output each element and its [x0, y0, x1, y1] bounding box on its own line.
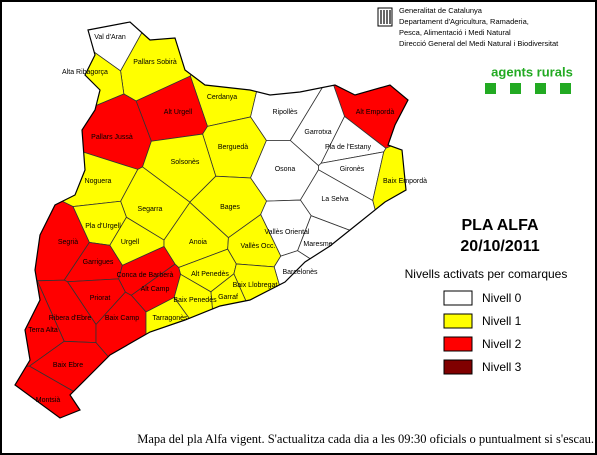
region-label: La Selva	[321, 196, 348, 203]
legend-label: Nivell 1	[482, 314, 522, 328]
region-label: Pallars Jussà	[91, 134, 133, 141]
region-label: Segarra	[138, 206, 163, 213]
region-label: Garraf	[218, 294, 238, 301]
emblem	[377, 7, 393, 27]
region-label: Gironès	[340, 166, 365, 173]
date: 20/10/2011	[460, 238, 539, 255]
region-label: Pla de l'Estany	[325, 144, 372, 151]
logo-squares	[485, 83, 571, 94]
header-line: Departament d'Agricultura, Ramaderia,	[399, 17, 529, 26]
region-label: Alta Ribagorça	[62, 69, 108, 76]
region-label: Ribera d'Ebre	[49, 315, 92, 322]
legend-swatch	[443, 290, 473, 306]
region-label: Alt Penedès	[191, 271, 229, 278]
legend-swatch	[443, 313, 473, 329]
region-label: Val d'Aran	[94, 34, 126, 41]
region-label: Conca de Barberà	[117, 272, 174, 279]
legend-title: Nivells activats per comarques	[405, 267, 568, 281]
region-label: Anoia	[189, 239, 207, 246]
region-label: Terra Alta	[28, 327, 58, 334]
region-label: Garrotxa	[304, 129, 331, 136]
legend-swatch	[443, 336, 473, 352]
region-label: Priorat	[90, 295, 111, 302]
legend-label: Nivell 0	[482, 291, 522, 305]
region-label: Barcelonès	[282, 269, 318, 276]
region-label: Baix Camp	[105, 315, 139, 322]
title: PLA ALFA	[461, 217, 538, 234]
header-line: Pesca, Alimentació i Medi Natural	[399, 28, 511, 37]
legend-label: Nivell 2	[482, 337, 522, 351]
region-label: Osona	[275, 166, 296, 173]
region-label: Tarragonès	[152, 315, 188, 322]
region-label: Alt Urgell	[164, 109, 193, 116]
footer: Mapa del pla Alfa vigent. S'actualitza c…	[137, 432, 594, 446]
region-label: Montsià	[36, 397, 61, 404]
region-label: Bages	[220, 204, 240, 211]
outline	[14, 21, 409, 419]
region-label: Alt Empordà	[356, 109, 395, 116]
region-label: Garrigues	[83, 259, 114, 266]
region-label: Pallars Sobirà	[133, 59, 177, 66]
legend: Nivell 0 Nivell 1 Nivell 2 Nivell 3	[443, 290, 522, 375]
logo-text: agents rurals	[491, 64, 573, 79]
region-label: Segrià	[58, 239, 78, 246]
region-label: Cerdanya	[207, 94, 237, 101]
region-label: Pla d'Urgell	[85, 223, 121, 230]
region-label: Ripollès	[273, 109, 298, 116]
legend-swatch	[443, 359, 473, 375]
region-label: Berguedà	[218, 144, 248, 151]
legend-label: Nivell 3	[482, 360, 522, 374]
region-label: Maresme	[303, 241, 332, 248]
region-label: Alt Camp	[141, 286, 170, 293]
region-label: Baix Penedès	[173, 297, 217, 304]
region-label: Vallès Oriental	[264, 229, 309, 236]
region-label: Noguera	[85, 178, 112, 185]
region-label: Urgell	[121, 239, 140, 246]
region-label: Solsonès	[171, 159, 200, 166]
region-label: Baix Ebre	[53, 362, 83, 369]
region-label: Baix Llobregat	[233, 282, 278, 289]
region-label: Vallès Occ.	[241, 243, 276, 250]
header-line: Direcció General del Medi Natural i Biod…	[399, 39, 559, 48]
header-line: Generalitat de Catalunya	[399, 6, 483, 15]
